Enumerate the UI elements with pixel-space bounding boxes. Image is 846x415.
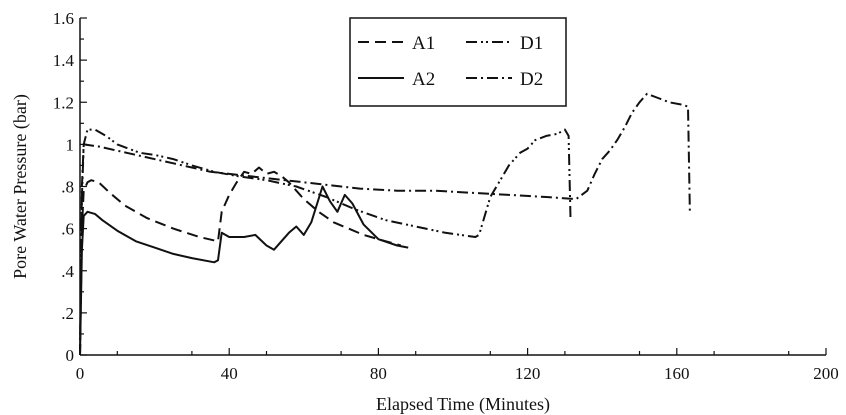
- y-tick-label: .6: [61, 220, 74, 239]
- series-line-a1: [79, 166, 402, 356]
- x-tick-label: 200: [813, 364, 839, 383]
- y-tick-label: .4: [61, 262, 74, 281]
- x-axis-title: Elapsed Time (Minutes): [376, 394, 550, 415]
- x-tick-label: 80: [370, 364, 387, 383]
- y-tick-label: .2: [61, 304, 74, 323]
- legend-label-d1: D1: [520, 33, 543, 54]
- x-tick-label: 120: [515, 364, 541, 383]
- y-tick-label: 1.2: [53, 93, 74, 112]
- x-tick-label: 160: [664, 364, 690, 383]
- legend-label-a1: A1: [412, 33, 435, 54]
- series-lines: [79, 92, 691, 356]
- series-line-d2: [79, 92, 691, 356]
- series-line-a2: [79, 185, 409, 356]
- legend: A1 D1 A2 D2: [349, 17, 567, 107]
- series-line-d1: [79, 128, 572, 356]
- legend-label-a2: A2: [412, 69, 435, 90]
- legend-box: [349, 17, 567, 107]
- y-tick-label: 1: [66, 135, 75, 154]
- y-tick-label: 0: [66, 346, 75, 365]
- y-tick-label: 1.4: [53, 51, 75, 70]
- y-tick-label: 1.6: [53, 9, 74, 28]
- ticks: 0 .2 .4 .6 .8 1 1.2 1.4 1.6 0 40 80 120 160 200: [53, 9, 839, 383]
- x-tick-label: 40: [221, 364, 238, 383]
- x-tick-label: 0: [76, 364, 85, 383]
- legend-items: A1 D1 A2 D2: [358, 33, 543, 90]
- y-axis-title: Pore Water Pressure (bar): [10, 94, 31, 279]
- legend-label-d2: D2: [520, 69, 543, 90]
- y-tick-label: .8: [61, 178, 74, 197]
